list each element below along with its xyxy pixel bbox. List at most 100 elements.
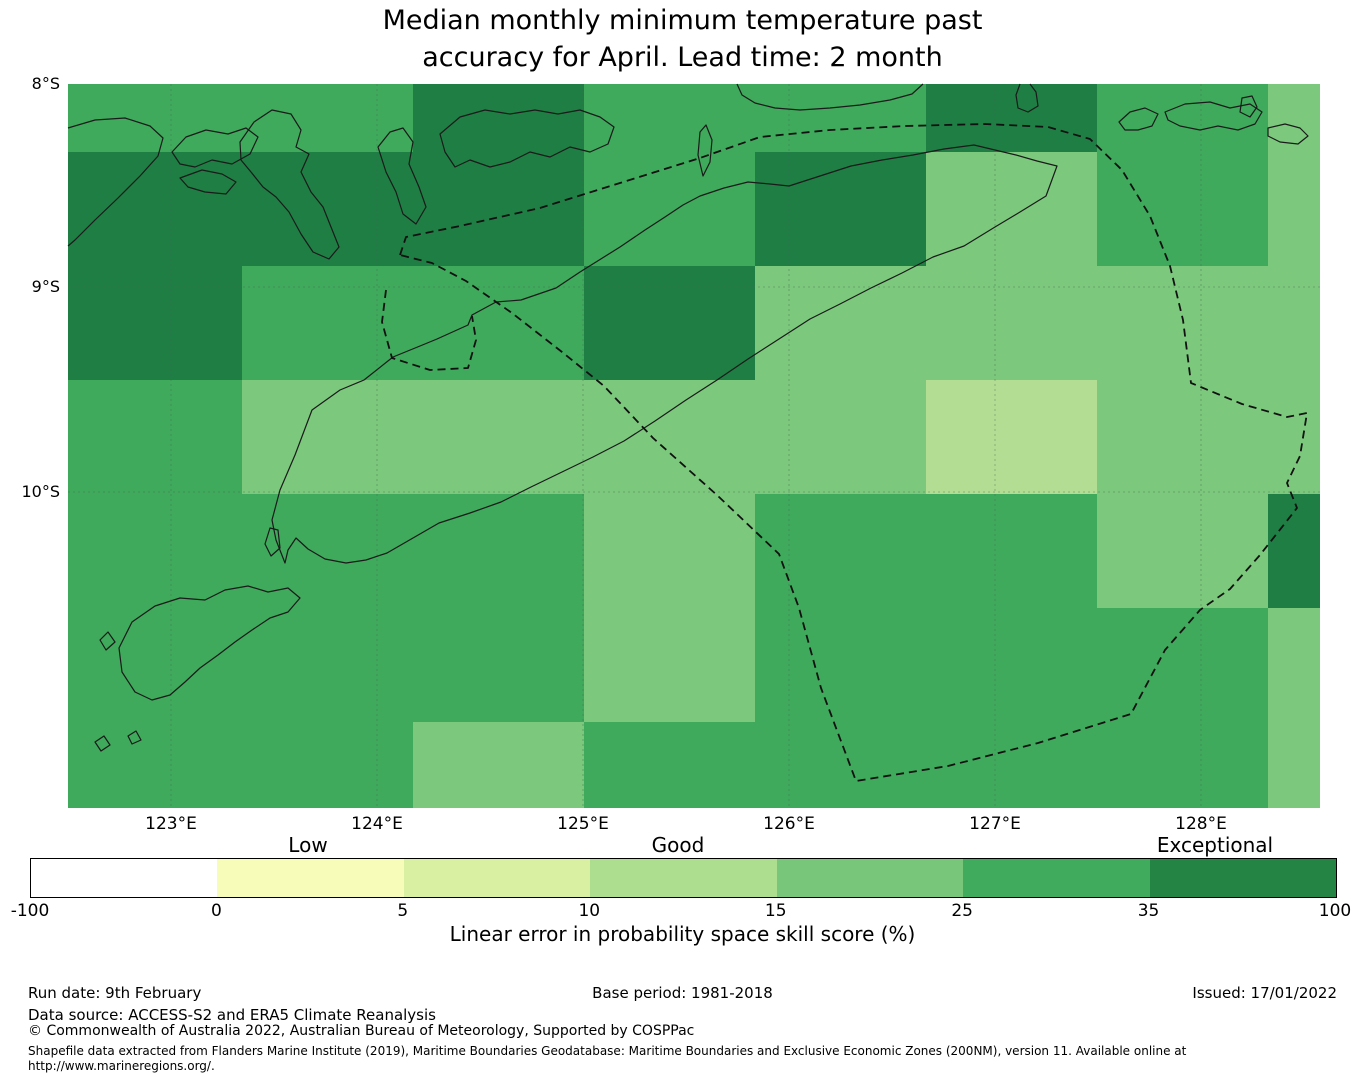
map-cell: [1097, 380, 1268, 494]
colorbar-quality-label-low: Low: [288, 833, 328, 857]
rote-island-outline: [118, 585, 301, 701]
map-cell: [584, 494, 755, 608]
map-cell: [755, 152, 926, 266]
map-cell: [413, 380, 584, 494]
map-cell: [242, 152, 413, 266]
map-cell: [584, 380, 755, 494]
lakor-island-outline: [1267, 123, 1309, 145]
map-cell: [1097, 722, 1268, 808]
map-cell: [68, 84, 242, 152]
solor-island-outline: [179, 169, 237, 195]
lon-tick-label: 126°E: [763, 814, 815, 834]
map-cell: [1097, 84, 1268, 152]
colorbar-tick-label: 35: [1137, 901, 1160, 921]
map-cell: [1268, 494, 1320, 608]
map-cell: [413, 266, 584, 380]
dana-islet-1-outline: [94, 735, 111, 752]
map-cell: [584, 266, 755, 380]
map-cell: [1268, 608, 1320, 722]
footer-shapefile-note-line2: http://www.marineregions.org/.: [28, 1059, 215, 1073]
ndao-island-outline: [99, 631, 116, 651]
colorbar-segment-5: [963, 859, 1150, 897]
colorbar-segment-4: [776, 859, 964, 897]
map-cell: [755, 722, 926, 808]
footer-base-period: Base period: 1981-2018: [592, 984, 773, 1002]
colorbar-tick-label: 15: [764, 901, 787, 921]
chart-title-line2: accuracy for April. Lead time: 2 month: [422, 42, 943, 73]
colorbar-tick-label: 100: [1318, 901, 1352, 921]
map-cell: [755, 380, 926, 494]
moa-island-outline: [1164, 101, 1263, 131]
lon-tick-label: 125°E: [557, 814, 609, 834]
leti-island-outline: [1118, 107, 1159, 131]
kisar-island-coastline-outline: [1015, 83, 1039, 113]
map-cell: [242, 380, 413, 494]
map-cell: [242, 84, 413, 152]
eez-outer-boundary: [399, 123, 1308, 782]
colorbar-segment-1: [217, 859, 404, 897]
colorbar-tick-label: 0: [211, 901, 222, 921]
colorbar-tick-label: 5: [397, 901, 409, 921]
map-cell: [926, 152, 1097, 266]
flores-east-coastline-outline: [67, 117, 164, 247]
map-cell: [413, 608, 584, 722]
semau-island-outline: [264, 527, 281, 557]
colorbar-segment-3: [590, 859, 777, 897]
colorbar-segment-2: [403, 859, 591, 897]
map-cell: [755, 608, 926, 722]
map-cell: [755, 494, 926, 608]
colorbar-axis-label: Linear error in probability space skill …: [449, 922, 916, 946]
map-cell: [584, 608, 755, 722]
map-cell: [242, 608, 413, 722]
map-cell: [68, 722, 242, 808]
map-cell: [242, 494, 413, 608]
map-cell: [1097, 608, 1268, 722]
map-cell: [413, 722, 584, 808]
timor-island-outline: [271, 144, 1058, 564]
map-cell: [755, 266, 926, 380]
lon-tick-label: 124°E: [351, 814, 403, 834]
chart-title-line1: Median monthly minimum temperature past: [382, 5, 983, 36]
lat-tick-label: 8°S: [31, 74, 60, 93]
map-cell: [926, 84, 1097, 152]
map-cell: [68, 152, 242, 266]
colorbar: [30, 858, 1337, 898]
lembata-island-outline: [239, 109, 340, 260]
map-cell: [1268, 152, 1320, 266]
map-cell: [413, 152, 584, 266]
footer-copyright: © Commonwealth of Australia 2022, Austra…: [28, 1023, 695, 1039]
footer-run-date: Run date: 9th February: [28, 984, 202, 1002]
map-cell: [584, 84, 755, 152]
colorbar-quality-label-good: Good: [651, 833, 705, 857]
adonara-island-outline: [171, 127, 259, 168]
map-cell: [755, 84, 926, 152]
lon-tick-label: 128°E: [1175, 814, 1227, 834]
map-cell: [1268, 84, 1320, 152]
map-cell: [68, 494, 242, 608]
moa-islet-outline: [1239, 95, 1258, 118]
dana-islet-2-outline: [127, 730, 142, 745]
map-cell: [1268, 266, 1320, 380]
map-cell: [926, 266, 1097, 380]
colorbar-quality-label-exceptional: Exceptional: [1156, 833, 1274, 857]
footer-data-source: Data source: ACCESS-S2 and ERA5 Climate …: [28, 1006, 436, 1024]
colorbar-tick-label: 10: [578, 901, 601, 921]
lat-tick-label: 9°S: [31, 277, 60, 296]
map-cell: [926, 494, 1097, 608]
atauro-island-outline: [697, 124, 713, 177]
colorbar-tick-label: 25: [951, 901, 973, 921]
lat-tick-label: 10°S: [21, 482, 60, 501]
colorbar-segment-6: [1149, 859, 1336, 897]
map-cell: [1097, 152, 1268, 266]
footer-shapefile-note-line1: Shapefile data extracted from Flanders M…: [28, 1044, 1187, 1058]
map-cell: [242, 722, 413, 808]
map-cell: [584, 722, 755, 808]
footer-issued-date: Issued: 17/01/2022: [1192, 984, 1337, 1002]
colorbar-tick-label: -100: [10, 901, 50, 921]
lon-tick-label: 127°E: [969, 814, 1021, 834]
map-cell: [242, 266, 413, 380]
pantar-island-outline: [377, 127, 427, 225]
map-cell: [68, 608, 242, 722]
